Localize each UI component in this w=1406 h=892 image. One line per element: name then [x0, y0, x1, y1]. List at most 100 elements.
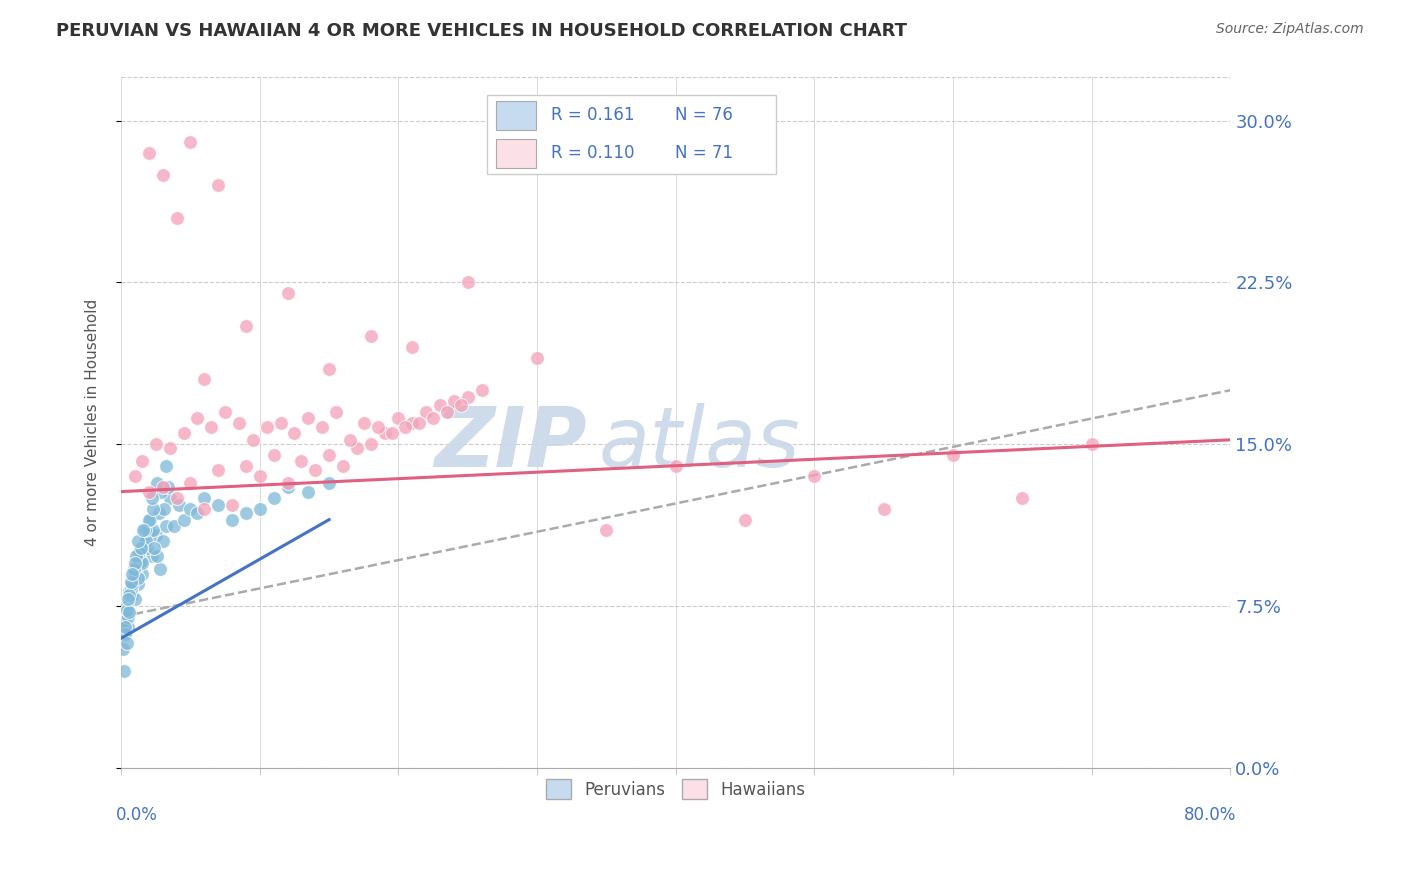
Point [145, 437, 167, 451]
Point [131, 566, 153, 581]
Point [121, 588, 143, 602]
Point [457, 390, 479, 404]
Point [112, 614, 135, 628]
Point [127, 534, 149, 549]
Point [146, 475, 169, 490]
Point [152, 534, 174, 549]
Point [471, 383, 494, 397]
Point [145, 527, 167, 541]
Point [221, 498, 243, 512]
Point [276, 286, 298, 301]
Point [450, 398, 472, 412]
Point [380, 426, 402, 441]
Point [138, 145, 160, 160]
Point [138, 484, 160, 499]
Y-axis label: 4 or more Vehicles in Household: 4 or more Vehicles in Household [86, 299, 100, 546]
Point [408, 416, 430, 430]
Point [111, 642, 134, 657]
Point [112, 664, 135, 678]
Point [374, 426, 396, 441]
Point [193, 491, 215, 505]
Point [457, 276, 479, 290]
Point [152, 480, 174, 494]
Point [297, 411, 319, 425]
Point [526, 351, 548, 365]
Point [339, 433, 361, 447]
Point [346, 442, 368, 456]
Point [157, 480, 180, 494]
Point [149, 562, 172, 576]
Point [166, 211, 188, 225]
Point [263, 448, 285, 462]
Point [146, 549, 169, 564]
Point [353, 416, 375, 430]
Point [121, 577, 143, 591]
Point [153, 501, 176, 516]
Point [115, 635, 138, 649]
Point [124, 592, 146, 607]
Point [138, 524, 160, 538]
Point [128, 545, 150, 559]
Point [290, 454, 312, 468]
Point [318, 448, 340, 462]
Point [173, 513, 195, 527]
Point [367, 420, 389, 434]
Point [436, 405, 458, 419]
Point [124, 469, 146, 483]
Point [228, 416, 250, 430]
Point [318, 361, 340, 376]
Point [186, 506, 208, 520]
Text: atlas: atlas [598, 403, 800, 483]
Point [443, 394, 465, 409]
Legend: Peruvians, Hawaiians: Peruvians, Hawaiians [537, 771, 814, 807]
Point [401, 340, 423, 354]
Point [270, 416, 292, 430]
Point [124, 566, 146, 581]
Point [138, 513, 160, 527]
Point [128, 556, 150, 570]
Point [595, 524, 617, 538]
Point [139, 513, 162, 527]
Point [120, 582, 142, 596]
Point [179, 501, 201, 516]
Point [118, 606, 141, 620]
Text: 80.0%: 80.0% [1184, 805, 1236, 823]
Point [125, 549, 148, 564]
Point [118, 588, 141, 602]
Point [115, 603, 138, 617]
Point [117, 592, 139, 607]
Point [135, 534, 157, 549]
Text: 0.0%: 0.0% [115, 805, 157, 823]
Point [114, 620, 136, 634]
Point [132, 545, 155, 559]
Point [249, 469, 271, 483]
Point [152, 168, 174, 182]
Point [169, 498, 191, 512]
Point [318, 475, 340, 490]
Point [429, 398, 451, 412]
Point [263, 491, 285, 505]
Point [235, 506, 257, 520]
Point [127, 571, 149, 585]
Point [415, 405, 437, 419]
Point [394, 420, 416, 434]
Point [135, 534, 157, 549]
Point [134, 524, 156, 538]
Point [117, 620, 139, 634]
Point [163, 519, 186, 533]
Point [142, 524, 165, 538]
Point [136, 541, 159, 555]
Point [131, 556, 153, 570]
Point [150, 484, 173, 499]
Point [360, 437, 382, 451]
Point [118, 583, 141, 598]
Point [256, 420, 278, 434]
Point [114, 606, 136, 620]
Point [155, 458, 177, 473]
Point [332, 458, 354, 473]
Point [207, 463, 229, 477]
Point [143, 541, 166, 555]
Point [734, 513, 756, 527]
Point [124, 556, 146, 570]
Point [207, 498, 229, 512]
